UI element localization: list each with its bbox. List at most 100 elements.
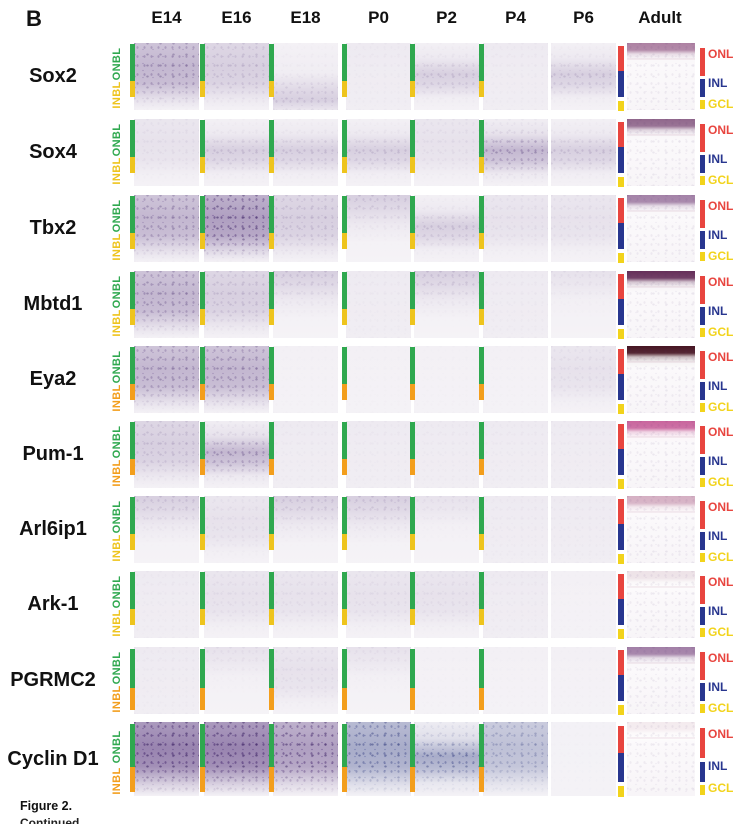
onbl-inbl-bar [342,495,347,564]
inbl-bar-segment [410,609,415,626]
tissue-panel-adult [627,43,695,110]
stain-speckle [204,722,269,796]
tissue-panel-e16 [204,647,269,714]
stain-speckle [414,496,479,563]
inl-bar-segment [700,231,705,250]
gcl-bar-segment [700,552,705,562]
gcl-bar-segment [700,703,705,713]
tissue-panel-p6 [551,43,616,110]
stain-speckle [483,647,548,714]
stage-header-p2: P2 [436,8,457,27]
stain-band [134,647,199,714]
onbl-inbl-bar [342,194,347,263]
adult-layer-bar-right [700,194,705,263]
onbl-inbl-axis: ONBL INBL [107,572,128,637]
inbl-axis-label: INBL [111,157,123,185]
layer-label-inl: INL [708,75,728,90]
inl-bar-segment [618,146,624,174]
onbl-bar-segment [269,196,274,233]
gcl-bar-segment [618,629,624,639]
stain-speckle [627,346,695,413]
figure-caption-continued: Continued [20,816,80,824]
tissue-panel-adult [627,571,695,638]
onbl-bar-segment [410,272,415,309]
tissue-panel-e18 [273,346,338,413]
layer-label-inl: INL [708,679,728,694]
onbl-inbl-bar [269,495,274,564]
layer-label-gcl: GCL [708,781,734,796]
onbl-bar-segment [410,196,415,233]
layer-label-onl: ONL [708,349,734,364]
onbl-bar-segment [130,497,135,534]
stain-speckle [627,271,695,338]
stain-band [346,43,411,110]
stain-speckle [134,571,199,638]
stain-speckle [134,421,199,488]
tissue-panel-p0 [346,722,411,796]
tissue-panel-p0 [346,496,411,563]
stain-speckle [483,571,548,638]
inbl-axis-label: INBL [111,384,123,412]
onbl-bar-segment [410,648,415,689]
tissue-panel-e16 [204,496,269,563]
tissue-panel-p6 [551,346,616,413]
onbl-inbl-bar [410,194,415,263]
gcl-bar-segment [618,253,624,263]
stain-band [551,496,616,563]
onbl-inbl-bar [269,118,274,187]
inbl-bar-segment [410,688,415,711]
inbl-bar-segment [479,534,484,551]
stain-speckle [414,43,479,110]
onbl-bar-segment [410,44,415,81]
onbl-inbl-bar [410,270,415,339]
tissue-panel-p2 [414,647,479,714]
stain-speckle [414,119,479,186]
stain-band [134,43,199,110]
inl-bar-segment [618,373,624,401]
stain-band [204,271,269,338]
onbl-axis-label: ONBL [111,275,123,309]
inbl-bar-segment [200,459,205,476]
tissue-panel-p4 [483,571,548,638]
onbl-inbl-bar [269,194,274,263]
stain-speckle [346,421,411,488]
gcl-bar-segment [618,786,624,797]
stain-speckle [483,496,548,563]
onbl-inbl-bar [200,495,205,564]
stage-header-e16: E16 [221,8,252,27]
stain-speckle [483,119,548,186]
tissue-panel-e14 [134,722,199,796]
layer-label-gcl: GCL [708,700,734,715]
stain-band [346,421,411,488]
inbl-bar-segment [479,459,484,476]
inbl-bar-segment [130,384,135,401]
layer-label-onl: ONL [708,499,734,514]
onbl-bar-segment [479,120,484,157]
tissue-panel-p0 [346,43,411,110]
stain-speckle [346,119,411,186]
onl-bar-segment [618,650,624,675]
onbl-bar-segment [479,196,484,233]
stain-speckle [346,571,411,638]
inbl-bar-segment [342,81,347,98]
onbl-bar-segment [269,44,274,81]
adult-layer-bar-left [618,345,624,414]
row-pum-1: Pum-1 ONBL INBL ONL INL GCL [0,420,740,489]
onl-bar-segment [618,46,624,71]
stain-band [273,571,338,638]
tissue-panel-p4 [483,647,548,714]
onbl-inbl-bar [269,570,274,639]
onbl-bar-segment [200,724,205,768]
onbl-inbl-bar [200,270,205,339]
inl-bar-segment [700,307,705,326]
tissue-panel-e18 [273,43,338,110]
onbl-bar-segment [479,648,484,689]
inbl-axis-label: INBL [111,534,123,562]
adult-layer-bar-right [700,118,705,187]
tissue-panel-adult [627,421,695,488]
onbl-axis-label: ONBL [111,651,123,685]
stain-speckle [551,496,616,563]
tissue-panel-p6 [551,119,616,186]
inbl-bar-segment [269,609,274,626]
tissue-panel-adult [627,496,695,563]
